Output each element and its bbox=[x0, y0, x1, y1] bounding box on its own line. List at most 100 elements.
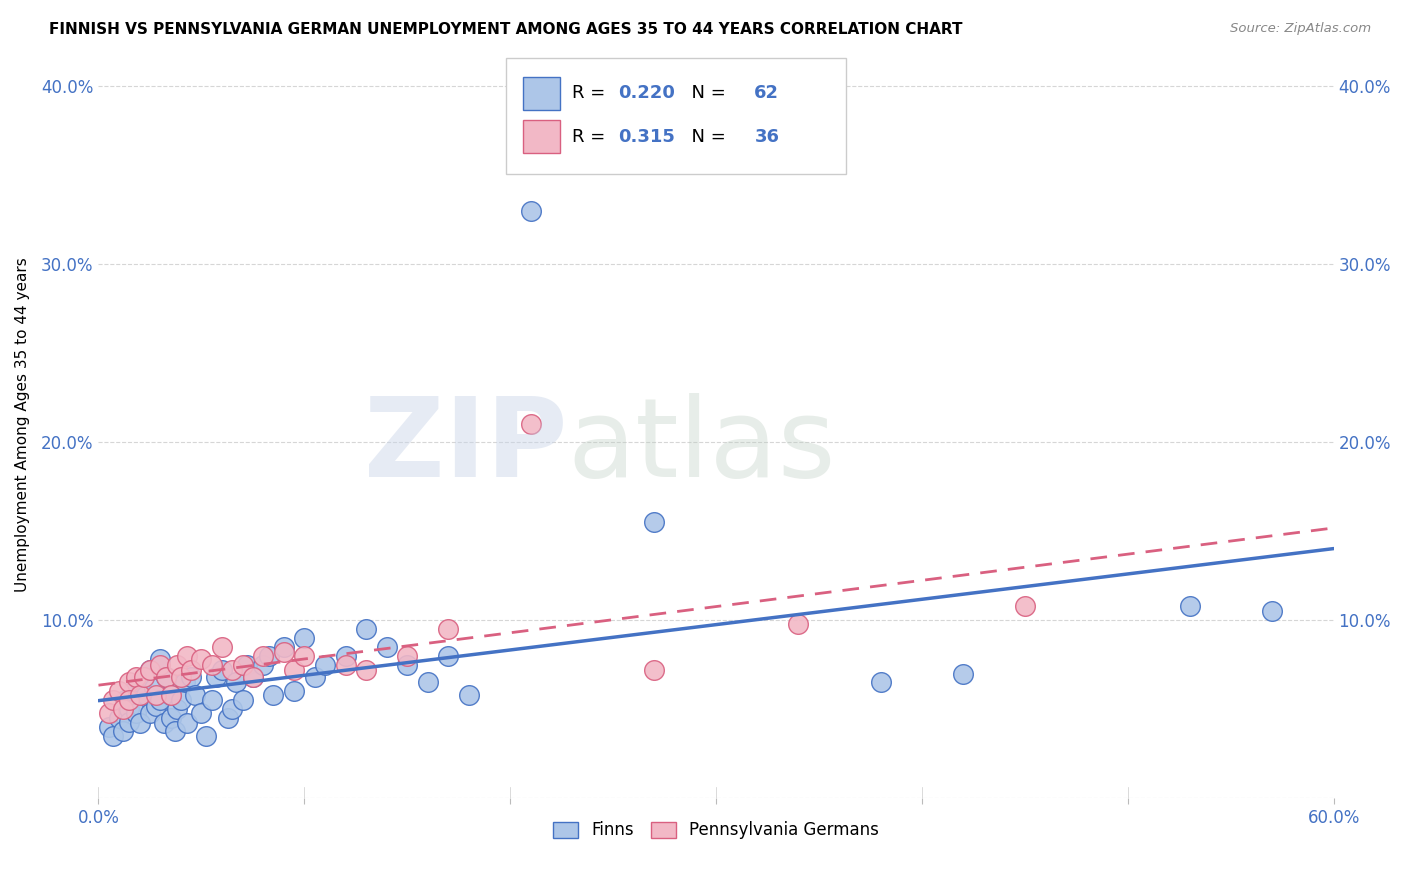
Point bbox=[211, 663, 233, 677]
Point bbox=[396, 657, 419, 672]
FancyBboxPatch shape bbox=[506, 58, 846, 174]
Point bbox=[149, 657, 172, 672]
Point bbox=[112, 723, 135, 738]
Point bbox=[520, 417, 543, 432]
Point bbox=[135, 688, 157, 702]
Point bbox=[184, 688, 207, 702]
Point bbox=[174, 675, 197, 690]
Point bbox=[335, 657, 357, 672]
Point bbox=[124, 706, 146, 720]
Point bbox=[114, 693, 136, 707]
Point bbox=[128, 688, 150, 702]
Point bbox=[108, 684, 131, 698]
Point bbox=[375, 640, 398, 654]
Text: 62: 62 bbox=[755, 84, 779, 103]
Point bbox=[437, 622, 460, 636]
Point bbox=[170, 670, 193, 684]
Point bbox=[1014, 599, 1036, 613]
Point bbox=[283, 684, 305, 698]
Text: 0.315: 0.315 bbox=[619, 128, 675, 145]
Point bbox=[232, 657, 254, 672]
Point bbox=[163, 723, 186, 738]
Point bbox=[283, 663, 305, 677]
Point bbox=[252, 648, 274, 663]
Point bbox=[194, 729, 217, 743]
Point bbox=[143, 681, 166, 695]
Point bbox=[225, 675, 247, 690]
Point bbox=[520, 203, 543, 218]
Y-axis label: Unemployment Among Ages 35 to 44 years: Unemployment Among Ages 35 to 44 years bbox=[15, 257, 30, 591]
Point bbox=[97, 720, 120, 734]
Point bbox=[335, 648, 357, 663]
Point bbox=[1178, 599, 1201, 613]
Point bbox=[176, 716, 198, 731]
Text: 0.220: 0.220 bbox=[619, 84, 675, 103]
Point bbox=[217, 711, 239, 725]
Point bbox=[166, 657, 188, 672]
Point bbox=[101, 693, 124, 707]
Point bbox=[132, 670, 155, 684]
Point bbox=[159, 688, 181, 702]
FancyBboxPatch shape bbox=[523, 77, 561, 110]
Point bbox=[232, 693, 254, 707]
Text: atlas: atlas bbox=[568, 393, 837, 500]
Point bbox=[155, 670, 177, 684]
Point bbox=[190, 706, 212, 720]
Point bbox=[396, 648, 419, 663]
Point bbox=[132, 670, 155, 684]
Point bbox=[139, 663, 162, 677]
Point bbox=[437, 648, 460, 663]
Point bbox=[273, 640, 295, 654]
Point bbox=[108, 711, 131, 725]
Point bbox=[153, 716, 176, 731]
Point bbox=[118, 714, 141, 729]
Point bbox=[354, 622, 377, 636]
Point bbox=[235, 657, 257, 672]
Point bbox=[201, 693, 224, 707]
FancyBboxPatch shape bbox=[523, 120, 561, 153]
Point bbox=[118, 675, 141, 690]
Point bbox=[149, 693, 172, 707]
Point bbox=[643, 516, 665, 530]
Text: FINNISH VS PENNSYLVANIA GERMAN UNEMPLOYMENT AMONG AGES 35 TO 44 YEARS CORRELATIO: FINNISH VS PENNSYLVANIA GERMAN UNEMPLOYM… bbox=[49, 22, 963, 37]
Point bbox=[149, 652, 172, 666]
Point bbox=[416, 675, 439, 690]
Point bbox=[166, 702, 188, 716]
Point bbox=[180, 670, 202, 684]
Point bbox=[1261, 604, 1284, 618]
Point bbox=[97, 706, 120, 720]
Point bbox=[128, 716, 150, 731]
Text: 36: 36 bbox=[755, 128, 779, 145]
Text: N =: N = bbox=[681, 128, 731, 145]
Point bbox=[787, 616, 810, 631]
Point bbox=[242, 670, 264, 684]
Point bbox=[354, 663, 377, 677]
Point bbox=[262, 688, 284, 702]
Point bbox=[159, 711, 181, 725]
Point bbox=[145, 698, 167, 713]
Point bbox=[118, 693, 141, 707]
Point bbox=[155, 670, 177, 684]
Point bbox=[221, 663, 243, 677]
Point bbox=[128, 675, 150, 690]
Point bbox=[204, 670, 226, 684]
Point bbox=[304, 670, 326, 684]
Point bbox=[458, 688, 481, 702]
Point bbox=[124, 670, 146, 684]
Text: R =: R = bbox=[572, 84, 610, 103]
Point bbox=[869, 675, 891, 690]
Point bbox=[221, 702, 243, 716]
Point bbox=[314, 657, 336, 672]
Point bbox=[159, 688, 181, 702]
Point bbox=[180, 663, 202, 677]
Point bbox=[122, 684, 145, 698]
Point bbox=[201, 657, 224, 672]
Point bbox=[176, 648, 198, 663]
Point bbox=[190, 652, 212, 666]
Point bbox=[643, 663, 665, 677]
Point bbox=[139, 663, 162, 677]
Point bbox=[292, 648, 315, 663]
Point bbox=[252, 657, 274, 672]
Point bbox=[170, 693, 193, 707]
Text: R =: R = bbox=[572, 128, 610, 145]
